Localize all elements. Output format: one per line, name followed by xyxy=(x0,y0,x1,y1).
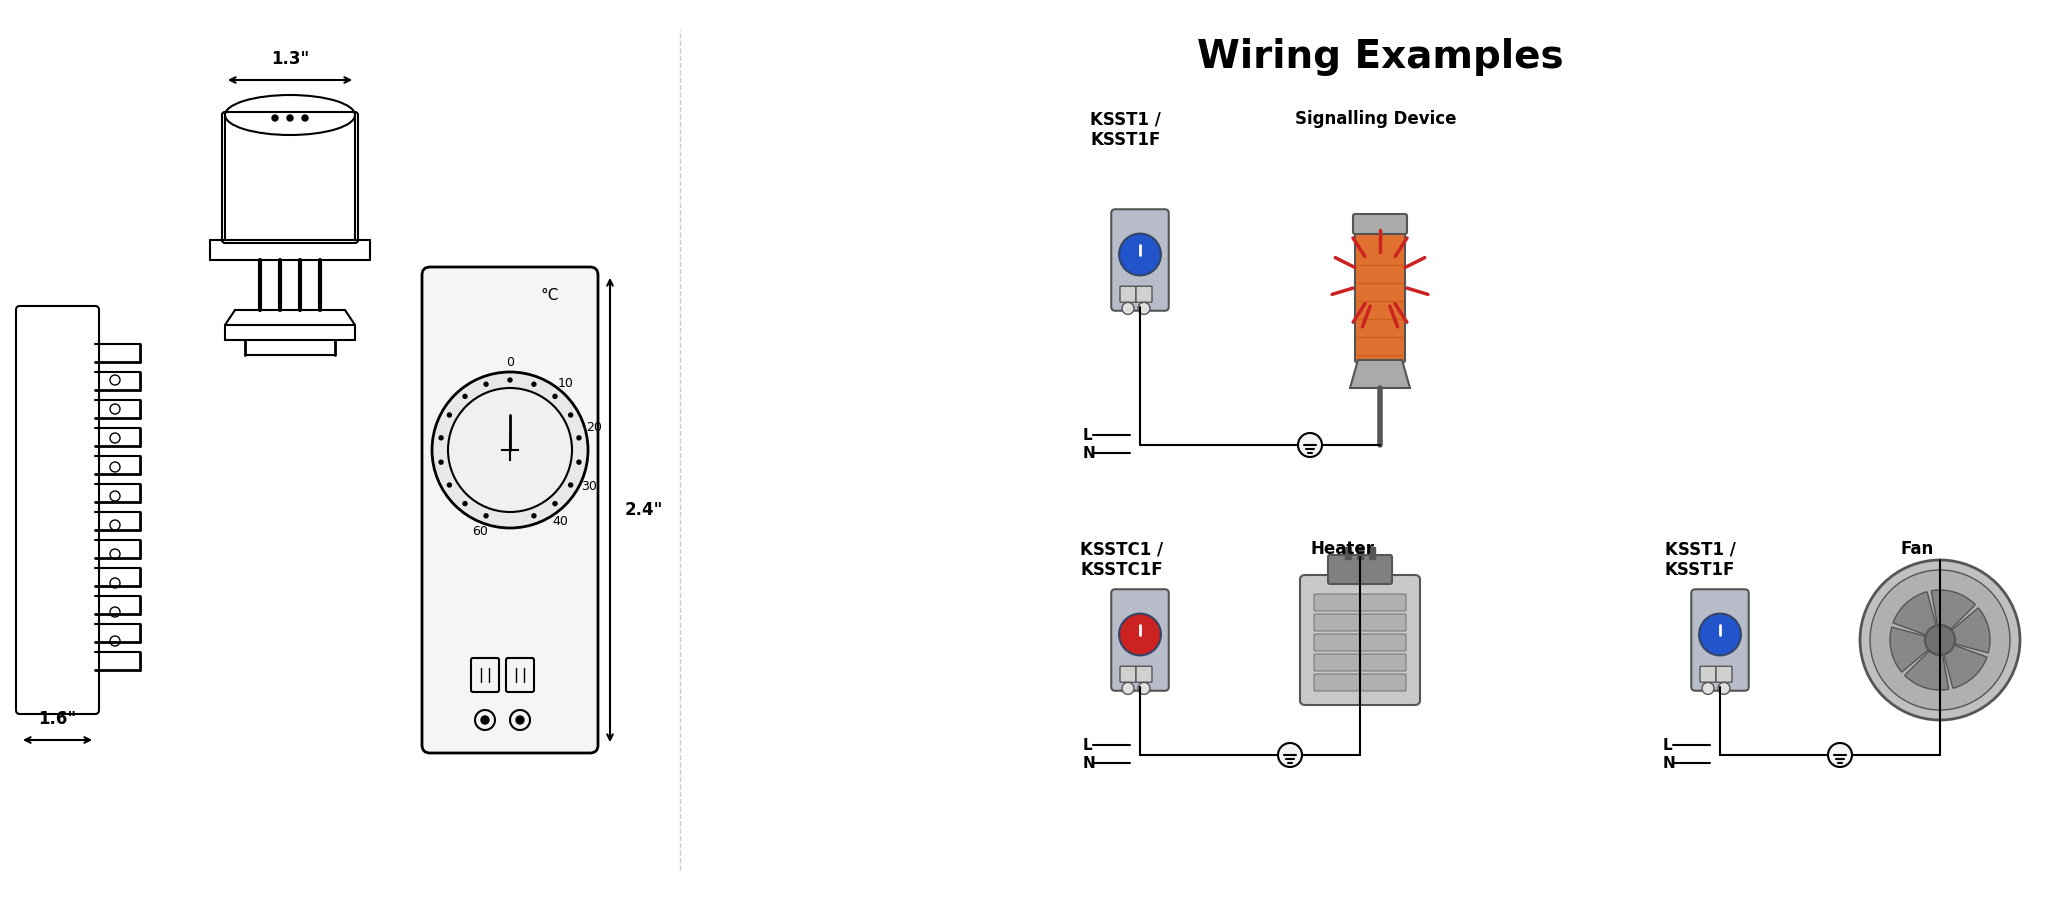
Circle shape xyxy=(1121,682,1134,695)
FancyBboxPatch shape xyxy=(422,267,599,753)
Circle shape xyxy=(1702,682,1714,695)
Circle shape xyxy=(1119,614,1160,655)
Circle shape xyxy=(1138,302,1150,314)
FancyBboxPatch shape xyxy=(1716,666,1732,682)
Text: 20: 20 xyxy=(586,421,603,434)
FancyBboxPatch shape xyxy=(1314,594,1406,611)
Circle shape xyxy=(576,460,580,464)
FancyBboxPatch shape xyxy=(1119,286,1136,302)
Circle shape xyxy=(1718,682,1730,695)
FancyBboxPatch shape xyxy=(1355,227,1404,363)
Wedge shape xyxy=(1931,590,1976,640)
Circle shape xyxy=(1121,302,1134,314)
FancyBboxPatch shape xyxy=(1699,666,1716,682)
FancyBboxPatch shape xyxy=(1136,666,1152,682)
Circle shape xyxy=(484,382,488,386)
Text: KSST1 /
KSST1F: KSST1 / KSST1F xyxy=(1665,540,1736,579)
Circle shape xyxy=(447,413,451,417)
FancyBboxPatch shape xyxy=(1314,634,1406,651)
Circle shape xyxy=(1859,560,2019,720)
Text: 60: 60 xyxy=(472,526,488,538)
Circle shape xyxy=(463,501,467,506)
Wedge shape xyxy=(1892,591,1939,640)
FancyBboxPatch shape xyxy=(1119,666,1136,682)
Wedge shape xyxy=(1904,640,1950,690)
Text: 1.3": 1.3" xyxy=(271,50,310,68)
Circle shape xyxy=(531,382,535,386)
Text: 30: 30 xyxy=(580,481,597,493)
Circle shape xyxy=(554,501,558,506)
FancyBboxPatch shape xyxy=(1353,214,1406,234)
Circle shape xyxy=(1119,234,1160,275)
Circle shape xyxy=(439,436,443,440)
Wedge shape xyxy=(1939,640,1986,688)
FancyBboxPatch shape xyxy=(1111,590,1168,691)
Circle shape xyxy=(1277,743,1302,767)
Polygon shape xyxy=(1351,360,1410,388)
Circle shape xyxy=(287,115,293,121)
FancyBboxPatch shape xyxy=(1314,654,1406,671)
Circle shape xyxy=(531,514,535,518)
Circle shape xyxy=(273,115,279,121)
Circle shape xyxy=(484,514,488,518)
Circle shape xyxy=(463,394,467,399)
Text: L: L xyxy=(1663,737,1673,752)
Circle shape xyxy=(576,436,580,440)
Text: KSSTC1 /
KSSTC1F: KSSTC1 / KSSTC1F xyxy=(1080,540,1162,579)
Text: 40: 40 xyxy=(551,515,568,527)
Text: L: L xyxy=(1082,428,1093,443)
Circle shape xyxy=(1829,743,1851,767)
FancyBboxPatch shape xyxy=(1300,575,1421,705)
FancyBboxPatch shape xyxy=(1136,286,1152,302)
FancyBboxPatch shape xyxy=(1328,555,1392,584)
Text: 10: 10 xyxy=(558,377,574,390)
Text: Signalling Device: Signalling Device xyxy=(1296,110,1455,128)
Circle shape xyxy=(482,716,490,724)
Text: 2.4": 2.4" xyxy=(625,501,664,519)
Circle shape xyxy=(447,483,451,487)
Circle shape xyxy=(439,460,443,464)
Wedge shape xyxy=(1890,627,1939,672)
Circle shape xyxy=(1870,570,2009,710)
Circle shape xyxy=(568,483,572,487)
FancyBboxPatch shape xyxy=(1314,674,1406,691)
Circle shape xyxy=(1298,433,1322,457)
Wedge shape xyxy=(1939,608,1991,652)
Text: N: N xyxy=(1082,755,1097,770)
Text: N: N xyxy=(1663,755,1675,770)
Text: Fan: Fan xyxy=(1900,540,1933,558)
Circle shape xyxy=(517,716,525,724)
Circle shape xyxy=(1138,682,1150,695)
Circle shape xyxy=(1925,625,1956,655)
Text: KSST1 /
KSST1F: KSST1 / KSST1F xyxy=(1091,110,1160,148)
Text: Wiring Examples: Wiring Examples xyxy=(1197,38,1564,76)
Circle shape xyxy=(301,115,308,121)
FancyBboxPatch shape xyxy=(1691,590,1749,691)
FancyBboxPatch shape xyxy=(1314,614,1406,631)
Bar xyxy=(1369,547,1376,559)
Text: Heater: Heater xyxy=(1310,540,1374,558)
Bar xyxy=(1357,547,1363,559)
Circle shape xyxy=(568,413,572,417)
Text: N: N xyxy=(1082,446,1097,461)
Circle shape xyxy=(433,372,588,528)
Text: 1.6": 1.6" xyxy=(39,710,76,728)
Text: °C: °C xyxy=(541,287,560,302)
Circle shape xyxy=(449,388,572,512)
FancyBboxPatch shape xyxy=(1111,210,1168,310)
Text: 0: 0 xyxy=(506,356,515,370)
Circle shape xyxy=(1699,614,1740,655)
Text: L: L xyxy=(1082,737,1093,752)
Bar xyxy=(1345,547,1351,559)
Circle shape xyxy=(554,394,558,399)
Circle shape xyxy=(508,378,512,382)
